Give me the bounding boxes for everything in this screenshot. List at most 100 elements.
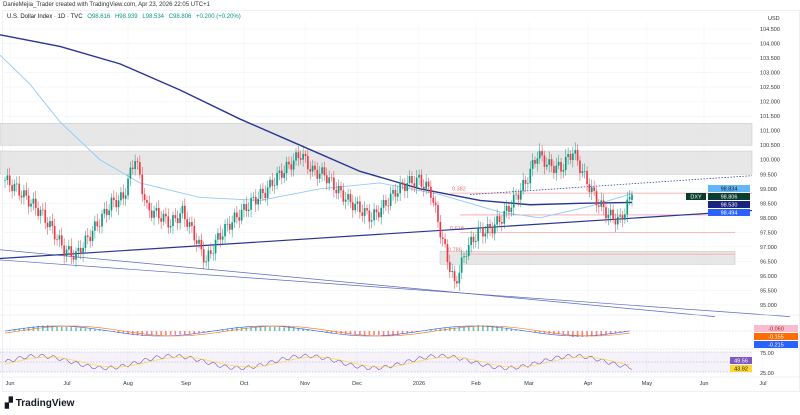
candle-body [600,200,603,207]
candle-body [23,190,25,198]
candle-body [538,151,541,159]
candle-body [141,174,144,195]
macd-histogram-bar [42,325,44,331]
symbol-title[interactable]: U.S. Dollar Index · 1D · TVC [7,14,83,20]
candle-body [58,235,61,240]
candle-body [448,262,451,272]
channel-line [0,249,716,317]
macd-histogram-bar [349,331,352,335]
y-tick-label: 101.000 [760,129,780,135]
macd-histogram-bar [302,328,304,331]
candle-body [631,194,633,200]
candle-body [404,184,406,192]
candle-body [68,246,70,250]
candle-body [75,251,77,260]
candle-body [337,185,340,194]
price-tag-value: 98.806 [721,195,738,201]
candle-body [347,194,349,200]
high-value: H98.939 [114,14,138,20]
macd-histogram-bar [477,325,480,331]
candle-body [200,239,203,250]
x-tick-label: Aug [123,381,133,387]
candle-body [226,223,229,225]
supply-demand-zone [0,123,753,146]
candle-body [266,187,269,199]
price-tag [708,209,750,216]
macd-histogram-bar [184,331,186,335]
candle-body [460,257,463,273]
macd-histogram-bar [491,325,494,331]
candle-body [167,216,170,228]
candle-body [193,226,196,241]
candle-body [482,227,484,237]
candle-body [569,154,572,160]
candle-body [446,244,449,263]
candle-body [257,198,259,205]
candle-body [205,261,207,263]
macd-histogram-bar [439,328,442,331]
candle-body [115,200,118,208]
macd-histogram-bar [297,327,300,331]
candle-body [328,177,330,184]
candle-body [385,200,387,206]
macd-histogram-bar [131,331,134,335]
candle-body [252,196,255,198]
candle-body [217,233,219,240]
macd-histogram-bar [363,331,366,336]
macd-histogram-bar [79,327,82,331]
macd-histogram-bar [27,327,30,331]
open-value: O98.616 [87,14,111,20]
candle-body [486,224,489,234]
macd-histogram-bar [562,331,565,335]
candle-body [51,221,54,227]
y-tick-label: 102.000 [760,100,780,106]
y-tick-label: 99.000 [760,187,777,193]
macd-histogram-bar [576,331,579,337]
candle-body [422,186,425,189]
candle-body [396,193,399,197]
candle-body [30,203,32,207]
candle-body [451,271,454,272]
price-tag [708,193,750,200]
candle-body [247,209,250,212]
candle-body [524,180,527,184]
candle-body [25,190,28,196]
y-tick-label: 100.500 [760,143,780,149]
y-tick-label: 95.000 [760,303,777,309]
candle-body [574,150,577,154]
y-tick-label: 97.000 [760,245,777,251]
candle-body [82,247,84,254]
candle-body [411,176,413,184]
candle-body [290,164,293,170]
candle-body [493,224,496,234]
macd-histogram-bar [198,331,200,334]
candle-body [53,226,56,240]
macd-histogram-bar [567,331,569,336]
candle-body [628,196,631,200]
candle-body [262,188,264,194]
macd-histogram-bar [572,331,574,337]
candle-body [344,199,347,202]
candle-body [349,194,352,203]
macd-histogram-bar [401,331,404,335]
macd-histogram-bar [458,327,461,331]
candle-body [311,165,314,172]
macd-histogram-bar [169,331,172,336]
candle-body [94,221,96,231]
candle-body [545,164,548,167]
candle-body [117,200,120,208]
x-tick-label: May [642,381,653,387]
candle-body [458,272,461,284]
macd-histogram-bar [278,327,281,331]
candle-body [110,197,113,211]
y-tick-label: 99.500 [760,172,777,178]
tradingview-logo[interactable]: ▞ TradingView [5,398,74,409]
candle-body [37,208,39,216]
candle-body [191,222,193,227]
candle-body [522,180,524,191]
candle-body [27,195,30,207]
macd-histogram-bar [590,331,593,337]
candle-body [593,187,595,192]
candle-body [321,167,323,174]
